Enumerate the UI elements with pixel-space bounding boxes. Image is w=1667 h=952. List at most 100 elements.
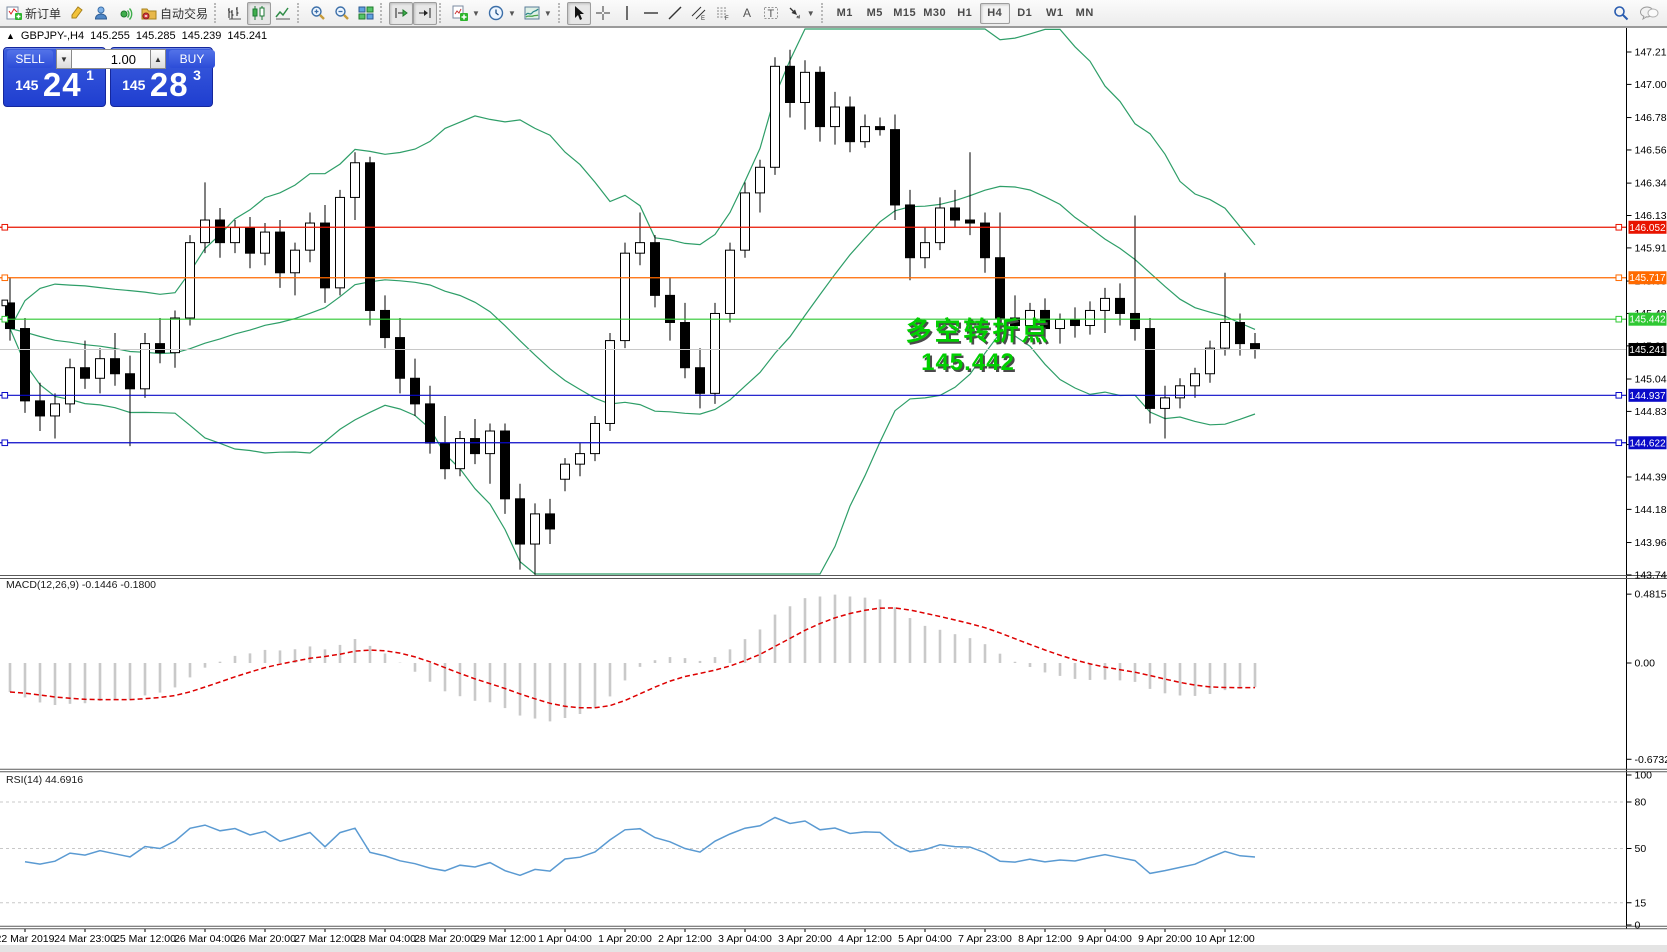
trendline-button[interactable]: [663, 2, 687, 25]
timeframe-M1[interactable]: M1: [836, 7, 853, 19]
candle-bullish: [860, 126, 870, 143]
horizontal-lines-layer[interactable]: [0, 223, 1627, 447]
hline-anchor[interactable]: [1615, 223, 1623, 231]
timeframe-H4[interactable]: H4: [979, 2, 1010, 24]
candle-bearish: [410, 377, 420, 405]
candle-bullish: [935, 207, 945, 244]
candle-bullish: [920, 242, 930, 259]
volume-decrease-button[interactable]: ▼: [56, 49, 72, 69]
bollinger-lower: [9, 328, 1256, 575]
svg-text:5 Apr 04:00: 5 Apr 04:00: [898, 933, 952, 945]
market-button[interactable]: [89, 2, 113, 25]
chart-canvas[interactable]: MACD(12,26,9) -0.1446 -0.1800 RSI(14) 44.…: [0, 27, 1667, 952]
timeframe-H1[interactable]: H1: [957, 7, 973, 19]
svg-text:143.960: 143.960: [1635, 537, 1667, 549]
price-badge-145.241: [1628, 342, 1667, 356]
svg-text:7 Apr 23:00: 7 Apr 23:00: [958, 933, 1012, 945]
candle-bullish: [1055, 318, 1065, 330]
axis-strip: [1627, 27, 1667, 952]
sell-price-big: 24: [42, 66, 82, 103]
templates-button[interactable]: ▼: [520, 2, 556, 25]
indicator-panes: MACD(12,26,9) -0.1446 -0.1800 RSI(14) 44.…: [0, 579, 1627, 904]
sell-label[interactable]: SELL: [7, 50, 53, 68]
svg-text:A: A: [743, 6, 751, 20]
vertical-line-icon: [626, 6, 628, 20]
svg-text:1 Apr 20:00: 1 Apr 20:00: [598, 933, 652, 945]
toolbar-grip: [439, 3, 446, 23]
hline-anchor[interactable]: [1615, 439, 1623, 447]
svg-text:-0.6732: -0.6732: [1635, 754, 1667, 766]
candle-bullish: [1190, 373, 1200, 387]
mql-editor-button[interactable]: [65, 2, 89, 25]
horizontal-line-button[interactable]: [639, 2, 663, 25]
chart-shift-button[interactable]: [413, 1, 438, 25]
chart-shift-icon: [419, 8, 431, 18]
fibonacci-button[interactable]: F: [711, 2, 735, 25]
buy-label[interactable]: BUY: [169, 50, 215, 68]
hline-anchor[interactable]: [1, 315, 9, 323]
hline-anchor[interactable]: [1, 391, 9, 399]
search-icon[interactable]: [1613, 5, 1629, 21]
new-order-button[interactable]: 新订单: [2, 2, 65, 25]
svg-text:0.4815: 0.4815: [1635, 589, 1667, 601]
vertical-line-button[interactable]: [615, 2, 639, 25]
arrows-button[interactable]: ▼: [783, 2, 819, 25]
svg-text:145.045: 145.045: [1635, 374, 1667, 386]
zoom-in-button[interactable]: [306, 2, 330, 25]
buy-price-big: 28: [149, 66, 189, 103]
volume-increase-button[interactable]: ▲: [150, 49, 166, 69]
timeframe-M5[interactable]: M5: [866, 7, 883, 19]
hline-anchor[interactable]: [1, 439, 9, 447]
candle-bearish: [320, 222, 330, 289]
candle-bearish: [245, 227, 255, 254]
candle-bullish: [725, 249, 735, 314]
zoom-out-button[interactable]: [330, 2, 354, 25]
timeframe-M15[interactable]: M15: [893, 7, 917, 19]
signals-button[interactable]: [113, 2, 137, 25]
collapse-indicator-icon[interactable]: ▲: [6, 31, 15, 41]
svg-text:145.717: 145.717: [1629, 273, 1666, 284]
timeframe-W1[interactable]: W1: [1045, 7, 1064, 19]
text-button[interactable]: A: [735, 2, 759, 25]
volume-input[interactable]: [72, 49, 150, 69]
object-anchor[interactable]: [1, 299, 9, 307]
candle-bearish: [995, 257, 1005, 319]
indicators-button[interactable]: ▼: [448, 2, 484, 25]
cursor-button[interactable]: [566, 1, 591, 25]
candle-bullish: [1205, 347, 1215, 375]
auto-scroll-button[interactable]: [389, 1, 414, 25]
crosshair-button[interactable]: [591, 2, 615, 25]
cursor-icon: [574, 6, 584, 20]
chat-icon[interactable]: [1639, 5, 1659, 21]
candle-bearish: [380, 309, 390, 339]
tile-windows-icon: [358, 6, 374, 20]
hline-anchor[interactable]: [1, 223, 9, 231]
line-chart-button[interactable]: [271, 2, 295, 25]
candle-bearish: [35, 400, 45, 417]
periods-button[interactable]: ▼: [484, 2, 520, 25]
text-label-button[interactable]: T: [759, 2, 783, 25]
ohlc-low: 145.239: [181, 30, 222, 42]
hline-anchor[interactable]: [1615, 391, 1623, 399]
sell-price-sup: 1: [86, 67, 94, 83]
hline-anchor[interactable]: [1615, 274, 1623, 282]
autotrading-button[interactable]: 自动交易: [137, 2, 212, 25]
equidistant-channel-button[interactable]: E: [687, 2, 711, 25]
svg-text:25 Mar 12:00: 25 Mar 12:00: [114, 933, 176, 945]
timeframe-D1[interactable]: D1: [1017, 7, 1033, 19]
candle-bullish: [620, 252, 630, 342]
tile-windows-button[interactable]: [354, 2, 378, 25]
candle-bearish: [470, 438, 480, 455]
candlestick-chart-button[interactable]: [247, 1, 272, 25]
hline-anchor[interactable]: [1, 274, 9, 282]
periods-clock-icon: [488, 5, 504, 21]
hline-anchor[interactable]: [1615, 315, 1623, 323]
bar-chart-button[interactable]: [223, 2, 247, 25]
buy-price-sup: 3: [193, 67, 201, 83]
candle-bearish: [440, 442, 450, 470]
chart-window[interactable]: MACD(12,26,9) -0.1446 -0.1800 RSI(14) 44.…: [0, 27, 1667, 952]
svg-text:28 Mar 04:00: 28 Mar 04:00: [354, 933, 416, 945]
timeframe-MN[interactable]: MN: [1075, 7, 1094, 19]
timeframe-M30[interactable]: M30: [923, 7, 947, 19]
